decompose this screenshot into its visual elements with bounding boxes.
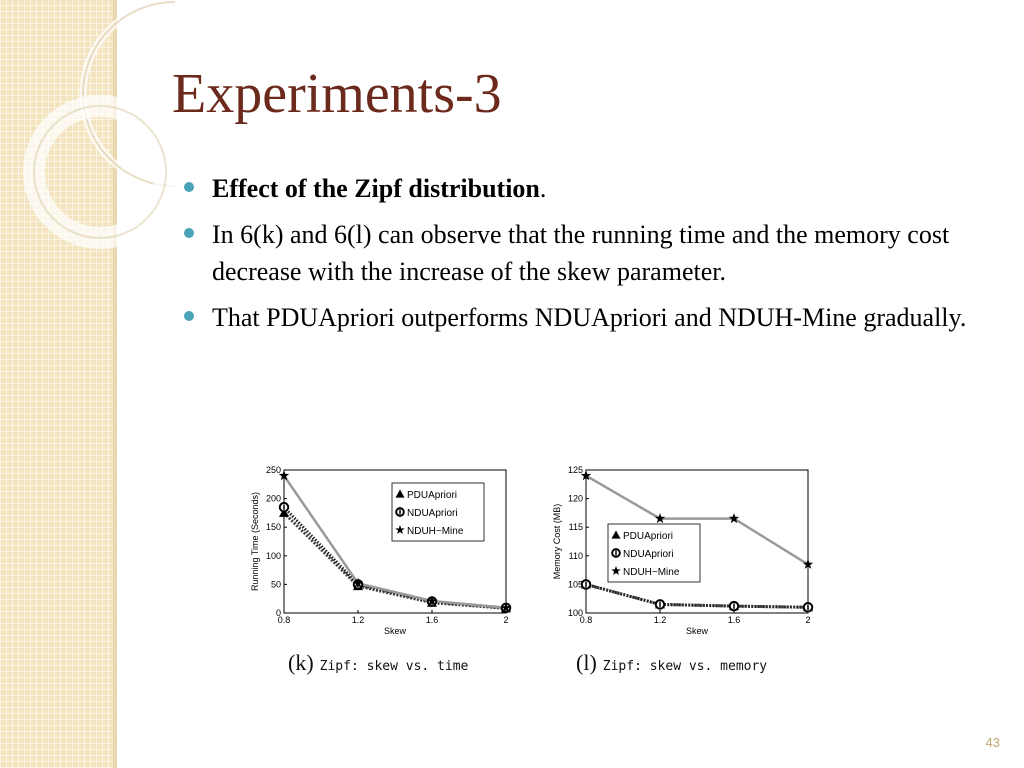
- page-number: 43: [985, 735, 1000, 750]
- y-tick-label: 200: [266, 494, 281, 504]
- slide-title: Experiments-3: [172, 63, 502, 125]
- sidebar-divider: [113, 0, 117, 768]
- x-tick-label: 1.6: [426, 615, 439, 625]
- series-markers: [580, 470, 814, 569]
- bullet-bold-text: Effect of the Zipf distribution: [212, 174, 540, 203]
- legend-label: PDUApriori: [623, 531, 673, 542]
- caption-text: Zipf: skew vs. time: [319, 659, 469, 674]
- y-tick-label: 50: [271, 579, 281, 589]
- x-tick-label: 1.2: [654, 615, 667, 625]
- y-tick-label: 105: [568, 579, 583, 589]
- bullet-text: That PDUApriori outperforms NDUApriori a…: [212, 303, 967, 332]
- y-tick-label: 250: [266, 465, 281, 475]
- chart-memory-cost: 0.8 1.2 1.6 2 100 105 110 115 120 125 Skew Memory C…: [552, 465, 814, 636]
- caption-text: Zipf: skew vs. memory: [602, 659, 768, 674]
- star-marker: [580, 470, 592, 481]
- x-tick-label: 2: [503, 615, 508, 625]
- x-tick-label: 0.8: [580, 615, 593, 625]
- chart-running-time: 0.8 1.2 1.6 2 0 50 100 150 200 250 Skew Running Tim…: [250, 465, 512, 636]
- star-marker: [728, 513, 740, 524]
- x-tick-label: 2: [805, 615, 810, 625]
- bullet-item: That PDUApriori outperforms NDUApriori a…: [184, 299, 1004, 336]
- x-tick-label: 1.6: [728, 615, 741, 625]
- legend-label: NDUH−Mine: [623, 567, 680, 578]
- y-tick-label: 150: [266, 522, 281, 532]
- bullet-text: .: [539, 174, 547, 203]
- series-markers: [580, 579, 814, 613]
- legend-label: NDUH−Mine: [407, 526, 464, 537]
- y-tick-label: 110: [569, 551, 583, 561]
- x-tick-label: 0.8: [278, 615, 291, 625]
- bullet-icon: [184, 182, 194, 192]
- x-tick-label: 1.2: [352, 615, 365, 625]
- series-markers: [278, 470, 512, 613]
- x-axis-label: Skew: [686, 626, 709, 636]
- triangle-marker: [611, 530, 621, 539]
- series-line: [282, 474, 507, 610]
- bullet-icon: [184, 311, 194, 321]
- bullet-icon: [184, 228, 194, 238]
- legend-box: [391, 482, 485, 542]
- star-marker: [278, 470, 290, 481]
- decorative-rings: [23, 0, 177, 249]
- chart-caption-l: (l) Zipf: skew vs. memory: [576, 650, 767, 676]
- series-line: [585, 582, 809, 609]
- y-axis-label: Running Time (Seconds): [250, 492, 260, 591]
- x-axis-label: Skew: [384, 626, 407, 636]
- legend-box: [607, 523, 701, 583]
- star-marker: [654, 513, 666, 524]
- y-tick-label: 120: [568, 494, 583, 504]
- chart-caption-k: (k) Zipf: skew vs. time: [288, 650, 468, 676]
- star-marker: [611, 566, 621, 575]
- bullet-item: Effect of the Zipf distribution.: [184, 170, 1004, 207]
- star-marker: [500, 602, 512, 613]
- legend-label: NDUApriori: [623, 549, 674, 560]
- y-axis-label: Memory Cost (MB): [552, 504, 562, 580]
- y-tick-label: 115: [569, 522, 583, 532]
- legend-label: PDUApriori: [407, 490, 457, 501]
- bullet-text: In 6(k) and 6(l) can observe that the ru…: [212, 220, 950, 286]
- star-marker: [426, 595, 438, 606]
- series-line: [585, 474, 809, 566]
- y-tick-label: 0: [276, 608, 281, 618]
- y-tick-label: 100: [266, 551, 281, 561]
- bullet-item: In 6(k) and 6(l) can observe that the ru…: [184, 216, 1004, 290]
- caption-tag: (l): [576, 650, 597, 675]
- star-marker: [352, 577, 364, 588]
- star-marker: [395, 525, 405, 534]
- y-tick-label: 125: [568, 465, 583, 475]
- star-marker: [802, 558, 814, 569]
- y-tick-label: 100: [568, 608, 583, 618]
- bullet-list: Effect of the Zipf distribution. In 6(k)…: [184, 170, 1004, 345]
- triangle-marker: [395, 489, 405, 498]
- caption-tag: (k): [288, 650, 314, 675]
- legend-label: NDUApriori: [407, 508, 458, 519]
